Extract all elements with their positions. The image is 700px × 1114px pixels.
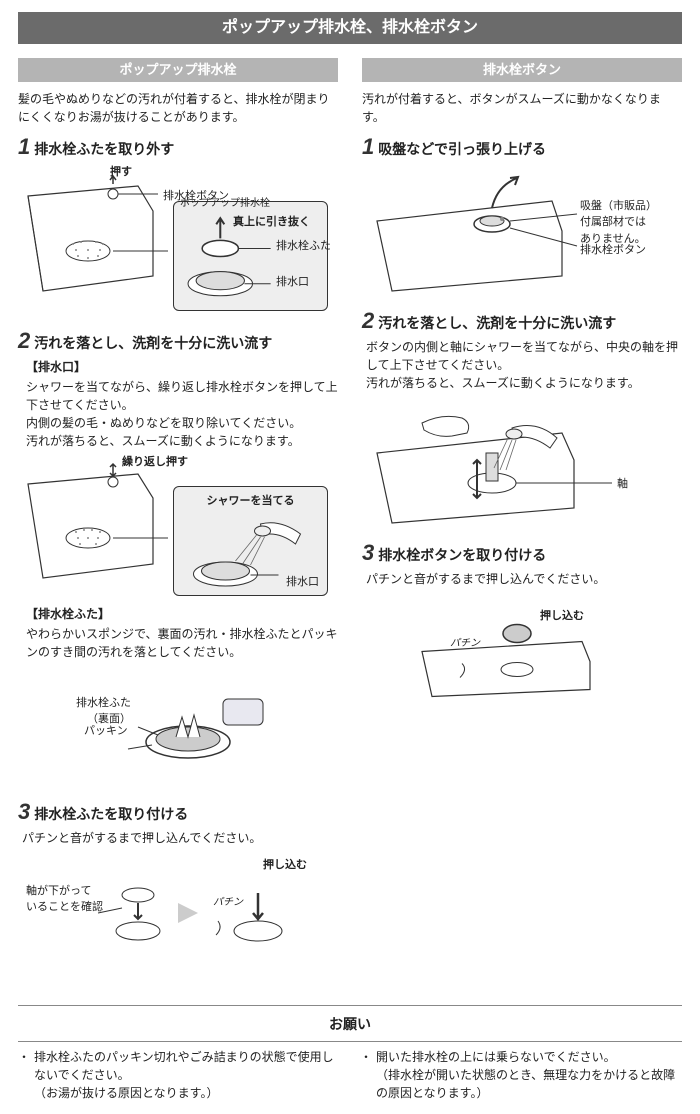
left-step-1: 1 排水栓ふたを取り外す 押す 排水栓ボタン [18, 136, 338, 316]
notice-right: 開いた排水栓の上には乗らないでください。 （排水栓が開いた状態のとき、無理な力を… [376, 1048, 682, 1102]
label-snap: パチン [450, 636, 480, 651]
step-title: 汚れを落とし、洗剤を十分に洗い流す [378, 313, 616, 334]
right-diagram-2: 軸 [362, 398, 682, 528]
step-title: 排水栓ふたを取り外す [34, 139, 174, 160]
label-push: 押し込む [263, 857, 307, 874]
label-cup: 吸盤（市販品） 付属部材では ありません。 [580, 198, 657, 248]
label-popup: ポップアップ排水栓 [180, 196, 270, 211]
label-packing: パッキン [84, 723, 128, 740]
left-diagram-1: 押す 排水栓ボタン ポップアップ排水栓 真上に引き抜く [18, 166, 338, 316]
label-shower: シャワーを当てる [180, 493, 321, 510]
label-drain2: 排水口 [286, 574, 319, 591]
step-title: 吸盤などで引っ張り上げる [378, 139, 546, 160]
step-number: 3 [362, 542, 374, 564]
notice-left: 排水栓ふたのパッキン切れやごみ詰まりの状態で使用しないでください。 （お湯が抜け… [34, 1048, 340, 1102]
sub-lid: 【排水栓ふた】 [26, 605, 338, 623]
right-diagram-3: 押し込む パチン [362, 594, 682, 714]
left-column: ポップアップ排水栓 髪の毛やぬめりなどの汚れが付着すると、排水栓が閉まりにくくな… [18, 58, 338, 987]
step-number: 2 [18, 330, 30, 352]
right-step-1: 1 吸盤などで引っ張り上げる 吸盤（市販品） 付属部材では ありません。 排水 [362, 136, 682, 296]
label-snap: パチン [213, 895, 243, 910]
notice-section: お願い 排水栓ふたのパッキン切れやごみ詰まりの状態で使用しないでください。 （お… [18, 1005, 682, 1102]
step2-body2: やわらかいスポンジで、裏面の汚れ・排水栓ふたとパッキンのすき間の汚れを落としてく… [26, 625, 338, 661]
right-step-3: 3 排水栓ボタンを取り付ける パチンと音がするまで押し込んでください。 押し込む… [362, 542, 682, 714]
label-repeat: 繰り返し押す [122, 454, 188, 471]
step-title: 排水栓ボタンを取り付ける [378, 545, 546, 566]
right-header: 排水栓ボタン [362, 58, 682, 82]
step2-body1: シャワーを当てながら、繰り返し排水栓ボタンを押して上下させてください。 内側の髪… [26, 378, 338, 450]
right-intro: 汚れが付着すると、ボタンがスムーズに動かなくなります。 [362, 90, 682, 126]
step3-body: パチンと音がするまで押し込んでください。 [22, 829, 338, 847]
step-number: 1 [18, 136, 30, 158]
left-diagram-2: 繰り返し押す シャワーを当てる 排水口 [18, 456, 338, 601]
right-column: 排水栓ボタン 汚れが付着すると、ボタンがスムーズに動かなくなります。 1 吸盤な… [362, 58, 682, 987]
left-intro: 髪の毛やぬめりなどの汚れが付着すると、排水栓が閉まりにくくなりお湯が抜けることが… [18, 90, 338, 126]
sub-drain: 【排水口】 [26, 358, 338, 376]
left-diagram-3: 排水栓ふた （裏面） パッキン [18, 667, 338, 787]
step-title: 排水栓ふたを取り付ける [34, 804, 188, 825]
step-number: 1 [362, 136, 374, 158]
right-step-2: 2 汚れを落とし、洗剤を十分に洗い流す ボタンの内側と軸にシャワーを当てながら、… [362, 310, 682, 528]
step-number: 2 [362, 310, 374, 332]
left-diagram-4: 軸が下がって いることを確認 押し込む パチン [18, 853, 338, 973]
label-btn: 排水栓ボタン [580, 242, 646, 259]
step-number: 3 [18, 801, 30, 823]
label-drain: 排水口 [276, 274, 309, 291]
step2-body: ボタンの内側と軸にシャワーを当てながら、中央の軸を押して上下させてください。 汚… [366, 338, 682, 392]
left-step-3: 3 排水栓ふたを取り付ける パチンと音がするまで押し込んでください。 [18, 801, 338, 973]
label-pull: 真上に引き抜く [233, 214, 310, 231]
main-columns: ポップアップ排水栓 髪の毛やぬめりなどの汚れが付着すると、排水栓が閉まりにくくな… [18, 58, 682, 987]
right-diagram-1: 吸盤（市販品） 付属部材では ありません。 排水栓ボタン [362, 166, 682, 296]
label-push: 押し込む [540, 608, 584, 625]
label-axis: 軸が下がって いることを確認 [26, 883, 103, 916]
step-title: 汚れを落とし、洗剤を十分に洗い流す [34, 333, 272, 354]
left-header: ポップアップ排水栓 [18, 58, 338, 82]
left-step-2: 2 汚れを落とし、洗剤を十分に洗い流す 【排水口】 シャワーを当てながら、繰り返… [18, 330, 338, 787]
label-lid: 排水栓ふた [276, 238, 331, 255]
label-axis: 軸 [617, 476, 628, 493]
label-push: 押す [110, 164, 132, 181]
page-title: ポップアップ排水栓、排水栓ボタン [18, 12, 682, 44]
step3-body: パチンと音がするまで押し込んでください。 [366, 570, 682, 588]
notice-title: お願い [18, 1014, 682, 1035]
